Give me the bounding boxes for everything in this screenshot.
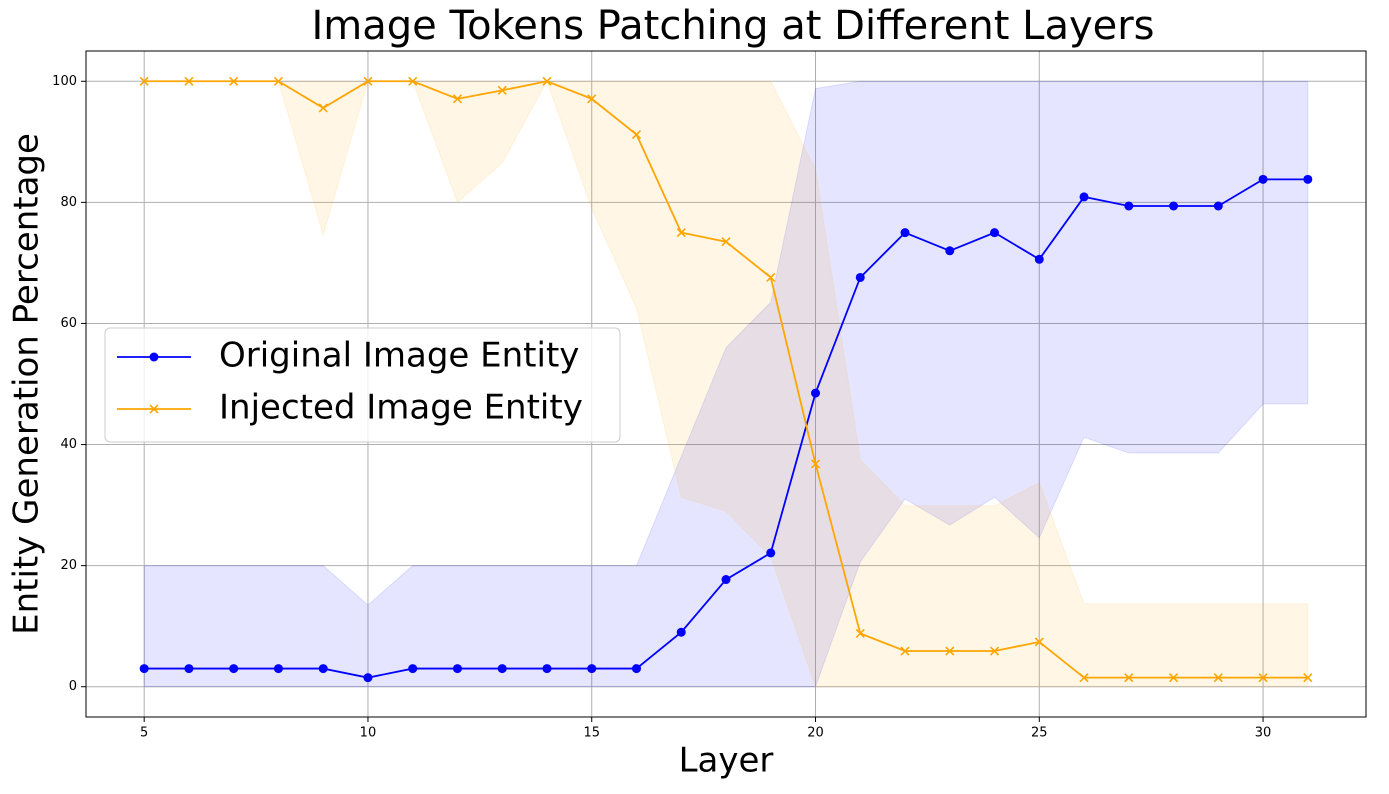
x-tick-label: 25	[1031, 726, 1048, 741]
marker	[1258, 174, 1268, 184]
marker	[542, 664, 552, 674]
x-tick-label: 30	[1255, 726, 1272, 741]
x-tick-label: 20	[807, 726, 824, 741]
marker	[1303, 174, 1313, 184]
marker	[229, 664, 239, 674]
legend-box	[104, 327, 621, 443]
marker	[452, 664, 462, 674]
x-tick-label: 15	[583, 726, 600, 741]
marker	[766, 272, 776, 283]
marker	[273, 76, 284, 86]
marker	[766, 548, 776, 558]
marker	[945, 646, 955, 656]
marker	[1303, 673, 1313, 683]
marker	[1124, 673, 1134, 683]
chart-title: Image Tokens Patching at Different Layer…	[311, 3, 1154, 49]
marker	[1168, 673, 1179, 683]
marker	[497, 85, 507, 95]
marker	[229, 76, 239, 86]
marker	[1213, 673, 1223, 683]
y-tick-label: 80	[60, 195, 77, 210]
x-axis-label: Layer	[679, 741, 774, 781]
marker	[855, 628, 865, 639]
marker	[900, 646, 910, 656]
y-tick-label: 100	[52, 74, 77, 89]
marker	[318, 103, 328, 113]
legend-label: Original Image Entity	[219, 336, 579, 376]
marker	[139, 76, 149, 86]
marker	[363, 673, 373, 683]
marker	[810, 459, 821, 469]
marker	[1124, 201, 1134, 211]
marker	[587, 664, 597, 674]
marker	[676, 627, 686, 637]
marker	[408, 664, 418, 674]
marker	[631, 129, 642, 140]
marker	[1079, 192, 1089, 202]
marker	[721, 575, 731, 585]
marker	[631, 664, 641, 674]
x-tick-label: 10	[360, 726, 377, 741]
marker	[497, 664, 507, 674]
marker	[900, 228, 910, 238]
marker	[855, 272, 865, 282]
marker	[1034, 637, 1044, 647]
marker	[676, 228, 686, 238]
band	[144, 80, 1309, 688]
marker	[989, 646, 1000, 656]
marker	[184, 664, 194, 674]
marker	[1258, 673, 1268, 683]
marker	[452, 94, 463, 104]
marker	[363, 76, 373, 86]
x-tick-label: 5	[140, 726, 148, 741]
legend: Original Image Entity Injected Image Enti…	[104, 327, 621, 443]
legend-label: Injected Image Entity	[219, 388, 583, 428]
marker	[1034, 254, 1044, 264]
y-tick-label: 20	[60, 558, 77, 573]
marker	[1079, 673, 1089, 683]
y-tick-label: 0	[69, 679, 77, 694]
marker	[721, 237, 731, 247]
marker	[139, 664, 149, 674]
marker	[184, 76, 194, 86]
legend-marker	[149, 352, 159, 362]
marker	[945, 246, 955, 256]
y-tick-label: 40	[60, 437, 77, 452]
band	[143, 80, 1309, 688]
marker	[811, 388, 821, 398]
legend-marker	[149, 404, 159, 414]
y-axis-label: Entity Generation Percentage	[7, 133, 47, 635]
marker	[542, 76, 552, 86]
marker	[587, 94, 597, 104]
plot-frame	[85, 50, 1367, 718]
marker	[1169, 201, 1179, 211]
y-tick-label: 60	[60, 316, 77, 331]
marker	[273, 664, 283, 674]
marker	[408, 76, 418, 86]
marker	[990, 228, 1000, 238]
marker	[318, 664, 328, 674]
marker	[1213, 201, 1223, 211]
